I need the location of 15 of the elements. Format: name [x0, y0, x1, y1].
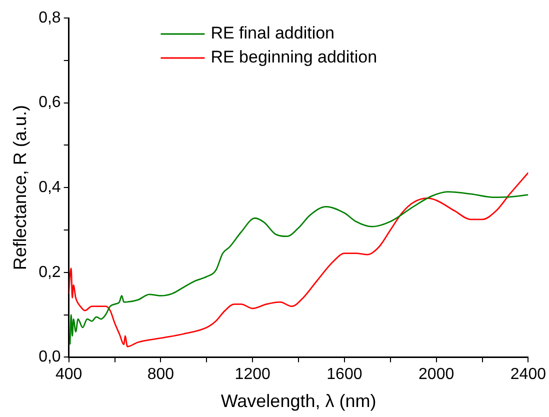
x-axis-title: Wavelength, λ (nm) [220, 391, 376, 412]
x-tick-label: 800 [147, 366, 174, 384]
y-axis-title: Reflectance, R (a.u.) [10, 105, 30, 270]
y-tick-label: 0,6 [38, 94, 61, 112]
y-tick-label: 0,0 [38, 348, 61, 366]
y-tick-label: 0,4 [38, 179, 61, 196]
y-tick-label: 0,2 [38, 264, 61, 281]
x-tick-label: 1200 [234, 366, 270, 384]
x-tick-label: 400 [55, 366, 82, 384]
x-tick-label: 2400 [510, 366, 546, 384]
legend-label: RE beginning addition [210, 48, 378, 67]
legend-label: RE final addition [210, 24, 335, 43]
x-tick-label: 2000 [418, 366, 454, 384]
x-tick-label: 1600 [326, 366, 362, 384]
y-tick-label: 0,8 [38, 9, 61, 26]
